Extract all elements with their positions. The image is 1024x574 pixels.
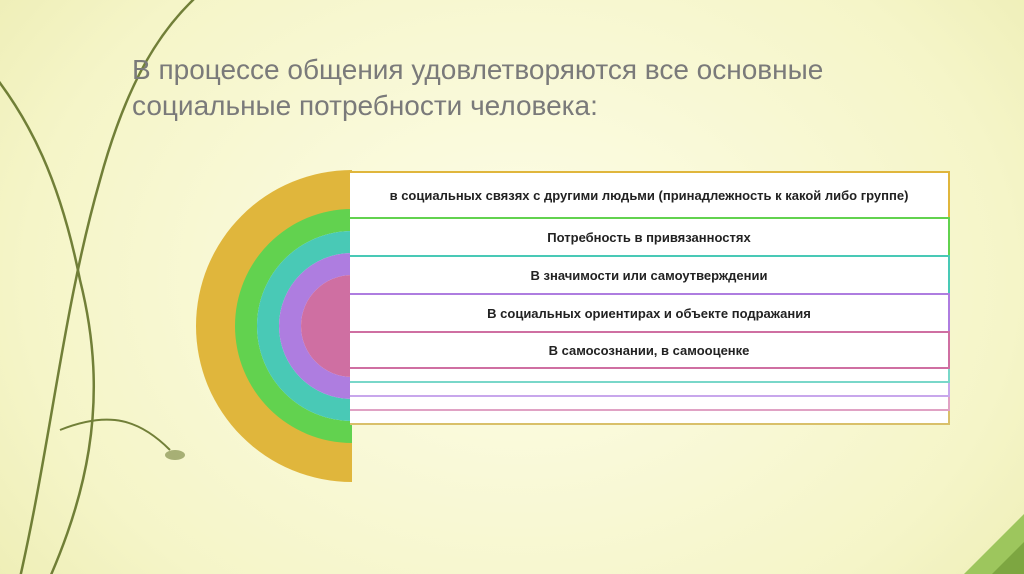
diagram-band-0 xyxy=(350,369,950,383)
arcs-container xyxy=(132,170,352,482)
corner-accent xyxy=(964,514,1024,574)
diagram-band-3 xyxy=(350,411,950,425)
diagram: в социальных связях с другими людьми (пр… xyxy=(132,170,952,510)
diagram-band-2 xyxy=(350,397,950,411)
diagram-row-4: В самосознании, в самооценке xyxy=(350,331,950,369)
diagram-row-label: Потребность в привязанностях xyxy=(547,230,750,245)
diagram-row-label: В самосознании, в самооценке xyxy=(549,343,750,358)
diagram-band-1 xyxy=(350,383,950,397)
diagram-row-label: В социальных ориентирах и объекте подраж… xyxy=(487,306,811,321)
diagram-row-0: в социальных связях с другими людьми (пр… xyxy=(350,171,950,217)
diagram-row-2: В значимости или самоутверждении xyxy=(350,255,950,293)
diagram-row-1: Потребность в привязанностях xyxy=(350,217,950,255)
slide-title: В процессе общения удовлетворяются все о… xyxy=(132,52,912,125)
diagram-row-label: в социальных связях с другими людьми (пр… xyxy=(390,188,909,203)
slide: В процессе общения удовлетворяются все о… xyxy=(0,0,1024,574)
diagram-row-label: В значимости или самоутверждении xyxy=(531,268,768,283)
rows-container: в социальных связях с другими людьми (пр… xyxy=(350,170,950,425)
diagram-row-3: В социальных ориентирах и объекте подраж… xyxy=(350,293,950,331)
